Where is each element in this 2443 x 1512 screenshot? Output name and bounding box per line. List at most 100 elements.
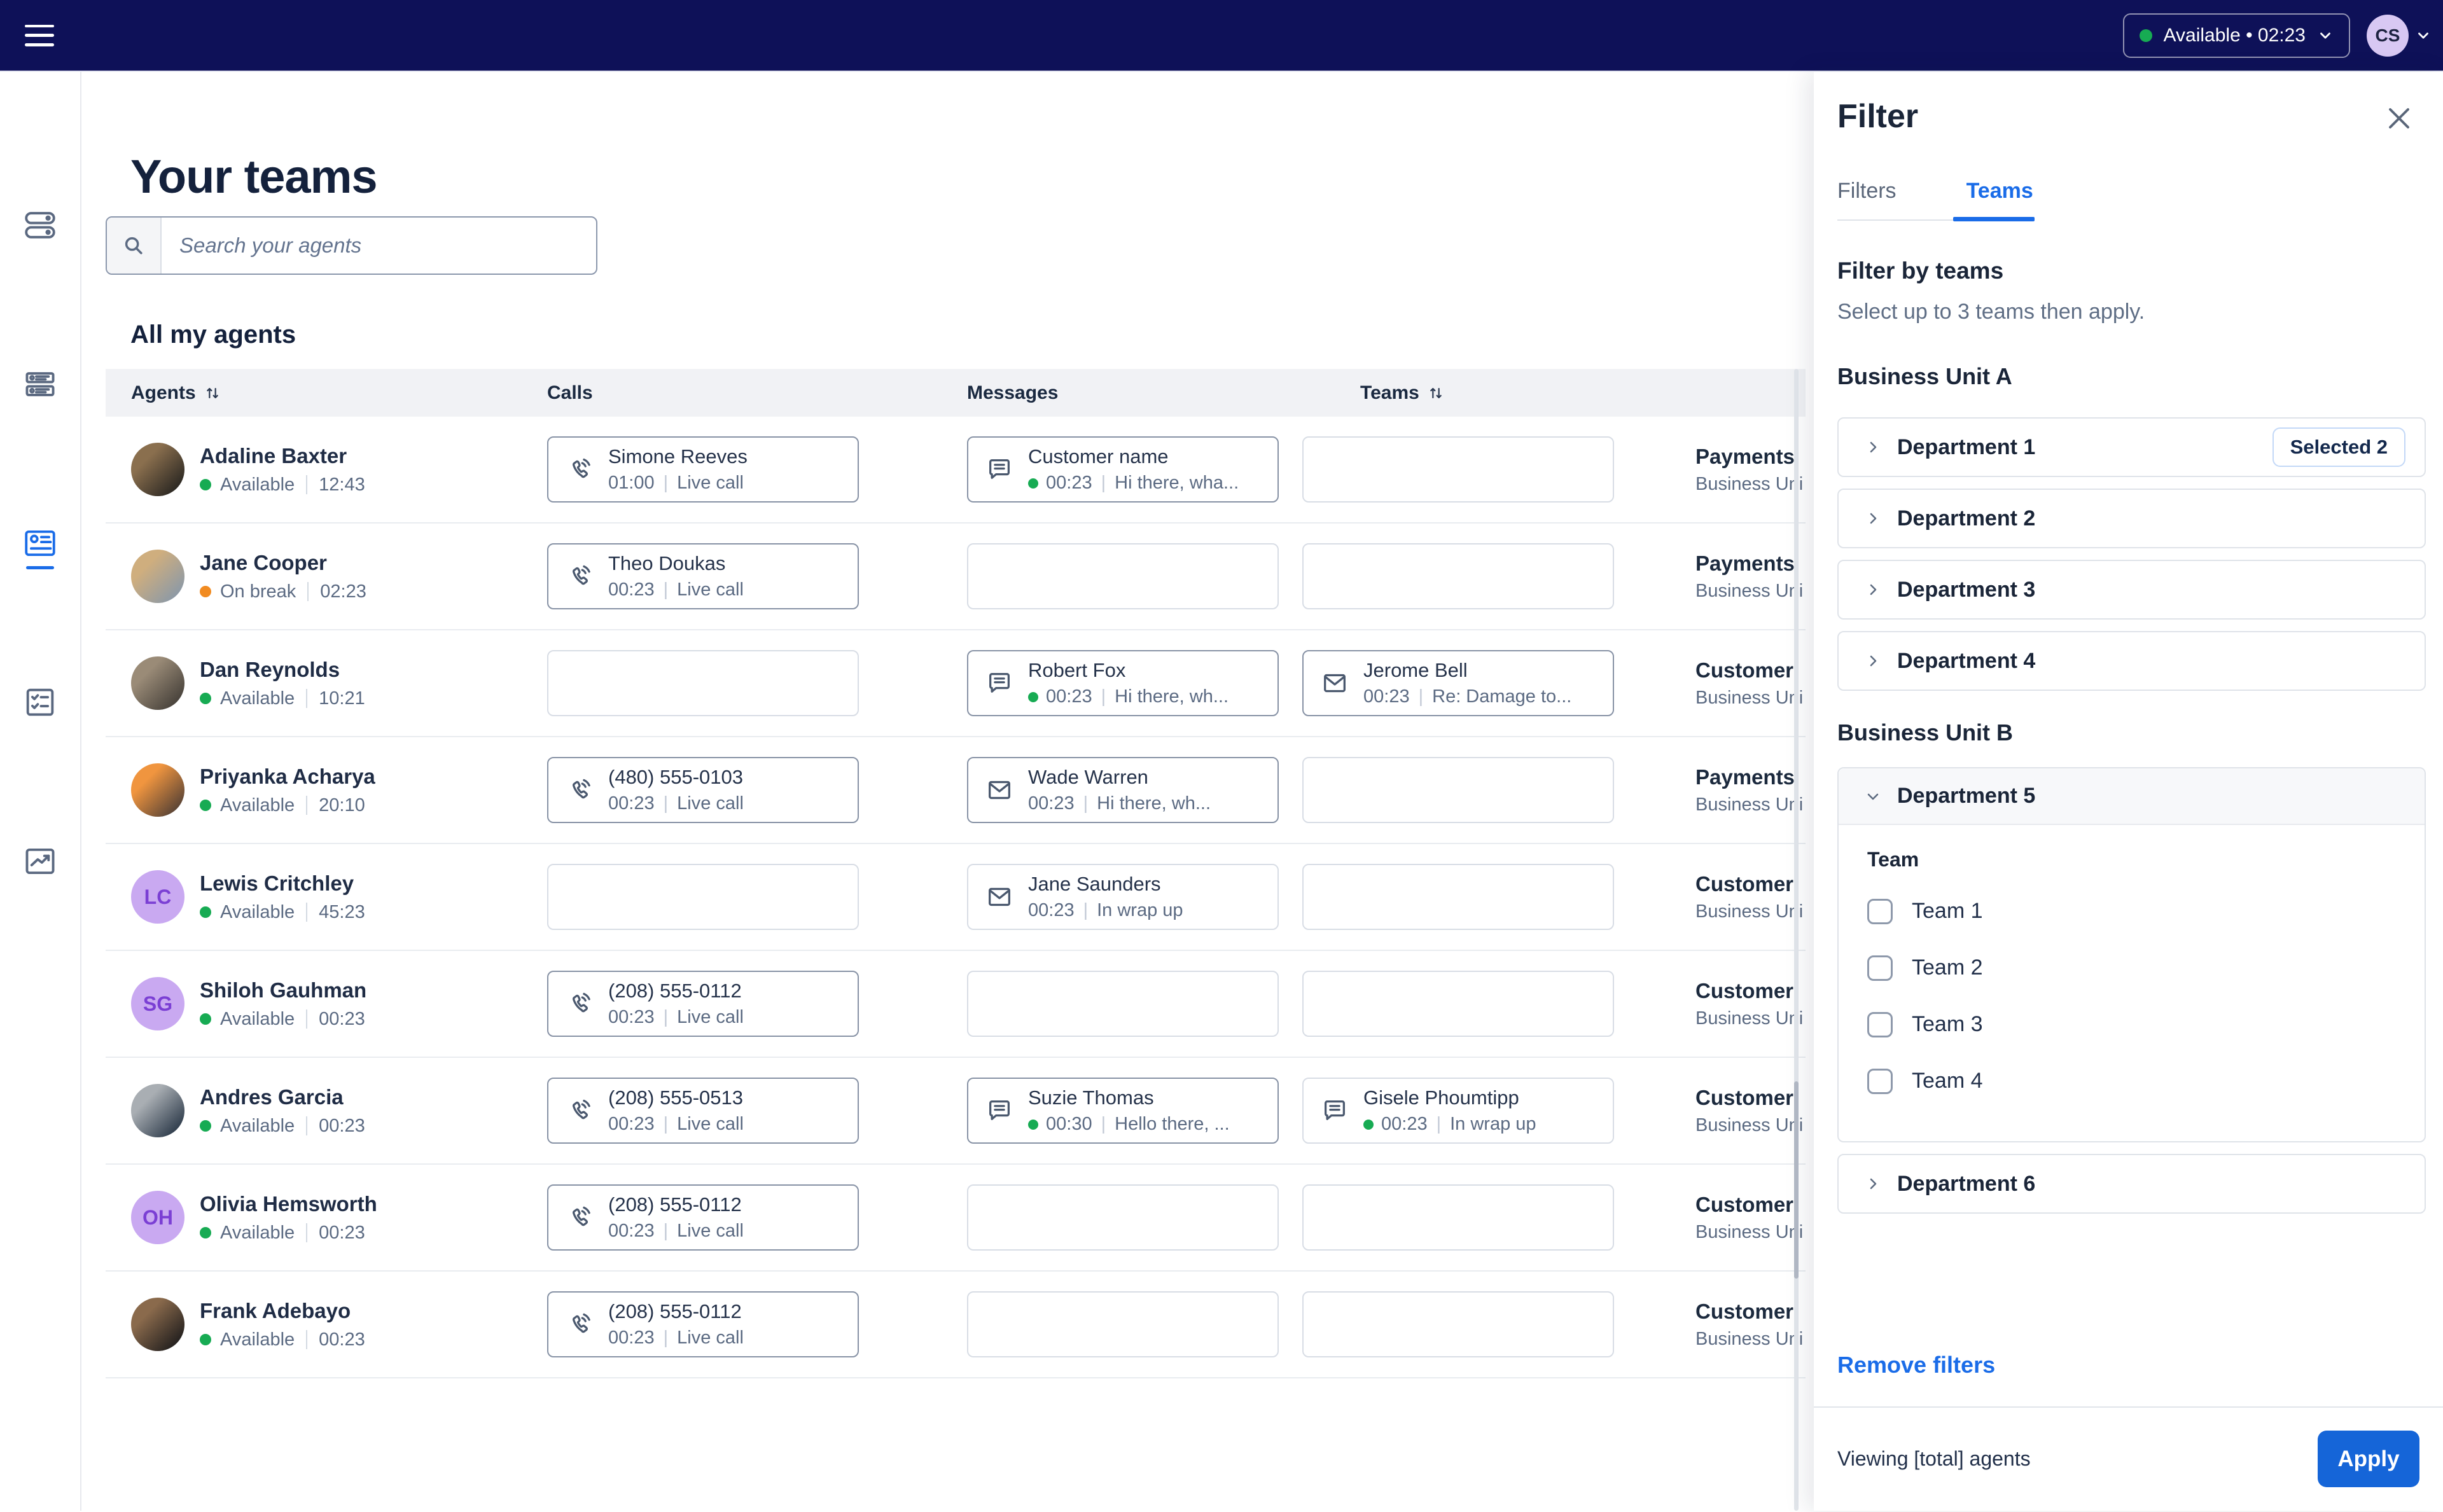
- team-checkbox-row[interactable]: Team 2: [1867, 940, 2396, 996]
- tab-filters[interactable]: Filters: [1837, 179, 1897, 203]
- table-row[interactable]: Adaline Baxter Available 12:43 Simone Reeve…: [106, 417, 1806, 524]
- department-toggle[interactable]: Department 6: [1839, 1155, 2425, 1212]
- sidebar-item-contact-card[interactable]: [22, 525, 59, 569]
- message-card-state: Hello there, ...: [1115, 1114, 1230, 1134]
- call-card[interactable]: (208) 555-0112 00:23 | Live call: [547, 971, 859, 1037]
- department-toggle[interactable]: Department 1 Selected 2: [1839, 419, 2425, 476]
- message-card-empty: [1302, 1184, 1614, 1251]
- message-cell: [967, 1291, 1302, 1357]
- table-row[interactable]: Priyanka Acharya Available 20:10 (480) 555-…: [106, 737, 1806, 844]
- close-icon[interactable]: [2386, 105, 2412, 132]
- department-toggle[interactable]: Department 5: [1839, 768, 2425, 825]
- team-checkbox-label: Team 4: [1912, 1069, 1983, 1093]
- call-card[interactable]: (208) 555-0112 00:23 | Live call: [547, 1184, 859, 1251]
- status-time: 00:23: [319, 1008, 365, 1029]
- agent-cell: Jane Cooper On break 02:23: [106, 550, 547, 603]
- agent-status: Available 10:21: [200, 688, 365, 709]
- call-card[interactable]: Theo Doukas 00:23 | Live call: [547, 543, 859, 609]
- call-card-state: Live call: [677, 1007, 744, 1027]
- phone-icon: [565, 1203, 594, 1232]
- checkbox[interactable]: [1867, 898, 1893, 924]
- team-title: Customer: [1695, 978, 1794, 1002]
- team-checkbox-row[interactable]: Team 3: [1867, 996, 2396, 1053]
- message-card[interactable]: Wade Warren 00:23 | Hi there, wh...: [967, 757, 1279, 823]
- checkbox[interactable]: [1867, 1068, 1893, 1094]
- team-checkbox-row[interactable]: Team 4: [1867, 1053, 2396, 1109]
- message-card[interactable]: Robert Fox 00:23 | Hi there, wh...: [967, 650, 1279, 716]
- department-label: Department 2: [1897, 506, 2036, 531]
- status-dot-icon: [200, 1334, 211, 1345]
- call-card-state: Live call: [677, 473, 744, 493]
- call-card[interactable]: (208) 555-0513 00:23 | Live call: [547, 1078, 859, 1144]
- status-time: 00:23: [319, 1115, 365, 1136]
- call-card-meta: 00:23 | Live call: [608, 793, 744, 814]
- agent-cell: Priyanka Acharya Available 20:10: [106, 763, 547, 817]
- sidebar-item-checklist[interactable]: [22, 684, 59, 721]
- message-card-empty: [1302, 1291, 1614, 1357]
- scrollbar-thumb[interactable]: [1794, 1081, 1799, 1279]
- call-card-meta: 00:23 | Live call: [608, 579, 744, 600]
- user-menu[interactable]: CS: [2367, 14, 2432, 57]
- calls-cell: (208) 555-0513 00:23 | Live call: [547, 1078, 967, 1144]
- apply-button[interactable]: Apply: [2318, 1431, 2419, 1487]
- table-row[interactable]: Frank Adebayo Available 00:23 (208) 555-011…: [106, 1272, 1806, 1378]
- message-card[interactable]: Suzie Thomas 00:30 | Hello there, ...: [967, 1078, 1279, 1144]
- sidebar-item-queue-list[interactable]: [22, 366, 59, 403]
- filter-panel-footer: Viewing [total] agents Apply: [1814, 1406, 2443, 1512]
- table-row[interactable]: SG Shiloh Gauhman Available 00:23 (208) 555-…: [106, 951, 1806, 1058]
- remove-filters-link[interactable]: Remove filters: [1837, 1352, 1996, 1378]
- call-card[interactable]: (208) 555-0112 00:23 | Live call: [547, 1291, 859, 1357]
- user-avatar: CS: [2367, 14, 2409, 57]
- call-card[interactable]: Simone Reeves 01:00 | Live call: [547, 436, 859, 503]
- team-subtitle: Business Uni: [1695, 580, 1804, 601]
- department-toggle[interactable]: Department 3: [1839, 561, 2425, 618]
- team-cell: Customer Business Uni: [1638, 979, 1806, 1029]
- checkbox[interactable]: [1867, 955, 1893, 981]
- call-card[interactable]: (480) 555-0103 00:23 | Live call: [547, 757, 859, 823]
- table-row[interactable]: Dan Reynolds Available 10:21 Robert Fox 00:2…: [106, 630, 1806, 737]
- column-header-teams[interactable]: Teams: [1302, 382, 1638, 404]
- agent-name: Olivia Hemsworth: [200, 1191, 377, 1216]
- status-dot-icon: [200, 1120, 211, 1132]
- toggles-icon: [25, 212, 55, 239]
- message-card-state: Hi there, wh...: [1097, 793, 1211, 814]
- checkbox[interactable]: [1867, 1011, 1893, 1037]
- table-row[interactable]: Andres Garcia Available 00:23 (208) 555-051…: [106, 1058, 1806, 1165]
- team-subtitle: Business Uni: [1695, 794, 1804, 815]
- team-checkbox-row[interactable]: Team 1: [1867, 883, 2396, 940]
- sidebar-item-chart[interactable]: [22, 843, 59, 880]
- status-label: Available: [220, 688, 295, 709]
- message-card[interactable]: Gisele Phoumtipp 00:23 | In wrap up: [1302, 1078, 1614, 1144]
- chat-icon: [1320, 1096, 1349, 1125]
- column-header-agents[interactable]: Agents: [106, 382, 547, 404]
- message-card[interactable]: Jane Saunders 00:23 | In wrap up: [967, 864, 1279, 930]
- department-toggle[interactable]: Department 4: [1839, 632, 2425, 690]
- message-card[interactable]: Customer name 00:23 | Hi there, wha...: [967, 436, 1279, 503]
- chart-icon: [25, 848, 55, 875]
- calls-cell: (208) 555-0112 00:23 | Live call: [547, 971, 967, 1037]
- table-row[interactable]: OH Olivia Hemsworth Available 00:23 (208) 55…: [106, 1165, 1806, 1272]
- department-card: Department 5 Team Team 1 Team 2 Team 3 Team 4: [1837, 767, 2426, 1142]
- sidebar-item-toggles[interactable]: [22, 207, 59, 244]
- team-title: Customer: [1695, 871, 1794, 896]
- hamburger-menu-icon[interactable]: [25, 24, 54, 46]
- agent-status: On break 02:23: [200, 581, 366, 602]
- table-row[interactable]: Jane Cooper On break 02:23 Theo Doukas 00:23…: [106, 524, 1806, 630]
- message-card-state: Hi there, wh...: [1115, 686, 1229, 707]
- department-toggle[interactable]: Department 2: [1839, 490, 2425, 547]
- department-teams: Team Team 1 Team 2 Team 3 Team 4: [1839, 825, 2425, 1141]
- message-cell: [1302, 1291, 1638, 1357]
- avatar: LC: [131, 870, 184, 924]
- team-title: Payments: [1695, 551, 1795, 575]
- tabs-divider: [1837, 219, 2035, 221]
- call-card-time: 01:00: [608, 473, 655, 493]
- message-card-state: In wrap up: [1450, 1114, 1536, 1134]
- call-card-state: Live call: [677, 793, 744, 814]
- search-input[interactable]: [162, 218, 596, 274]
- phone-icon: [565, 455, 594, 484]
- message-card[interactable]: Jerome Bell 00:23 | Re: Damage to...: [1302, 650, 1614, 716]
- avatar: SG: [131, 977, 184, 1030]
- tab-teams[interactable]: Teams: [1966, 179, 2033, 203]
- table-row[interactable]: LC Lewis Critchley Available 45:23 Jane Saun…: [106, 844, 1806, 951]
- availability-status-dropdown[interactable]: Available • 02:23: [2122, 13, 2350, 58]
